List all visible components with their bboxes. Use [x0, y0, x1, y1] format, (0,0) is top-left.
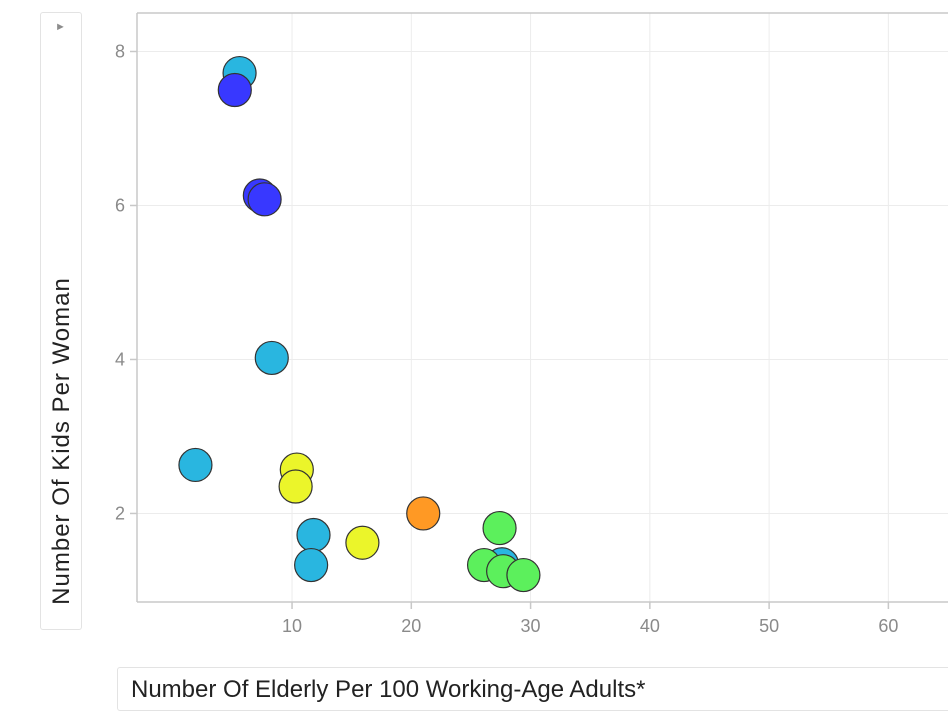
x-axis-label[interactable]: Number Of Elderly Per 100 Working-Age Ad… [131, 676, 646, 703]
x-tick-label: 40 [640, 616, 660, 636]
data-point[interactable] [406, 496, 441, 531]
x-tick-label: 20 [401, 616, 421, 636]
gridlines [137, 13, 948, 602]
y-tick-label: 4 [115, 349, 125, 369]
data-point[interactable] [178, 447, 213, 483]
y-axis-selector[interactable]: ► Number Of Kids Per Woman [40, 12, 82, 630]
y-tick-label: 2 [115, 503, 125, 523]
y-tick-label: 8 [115, 41, 125, 61]
data-point[interactable] [296, 517, 331, 553]
data-point[interactable] [254, 340, 289, 376]
data-point[interactable] [278, 469, 313, 504]
x-tick-labels: 10 20 30 40 50 60 [282, 602, 898, 636]
triangle-right-icon[interactable]: ► [55, 21, 66, 33]
x-tick-label: 30 [521, 616, 541, 636]
x-tick-label: 50 [759, 616, 779, 636]
x-tick-label: 10 [282, 616, 302, 636]
x-axis-selector[interactable]: Number Of Elderly Per 100 Working-Age Ad… [117, 667, 948, 711]
data-points [178, 55, 541, 593]
y-tick-labels: 2 4 6 8 [115, 41, 137, 523]
data-point[interactable] [345, 525, 380, 560]
data-point[interactable] [482, 510, 517, 546]
x-tick-label: 60 [878, 616, 898, 636]
y-axis-label[interactable]: Number Of Kids Per Woman [48, 277, 75, 605]
data-point[interactable] [247, 182, 282, 217]
data-point[interactable] [294, 547, 329, 583]
data-point[interactable] [217, 72, 252, 108]
data-point[interactable] [506, 557, 541, 593]
y-tick-label: 6 [115, 195, 125, 215]
